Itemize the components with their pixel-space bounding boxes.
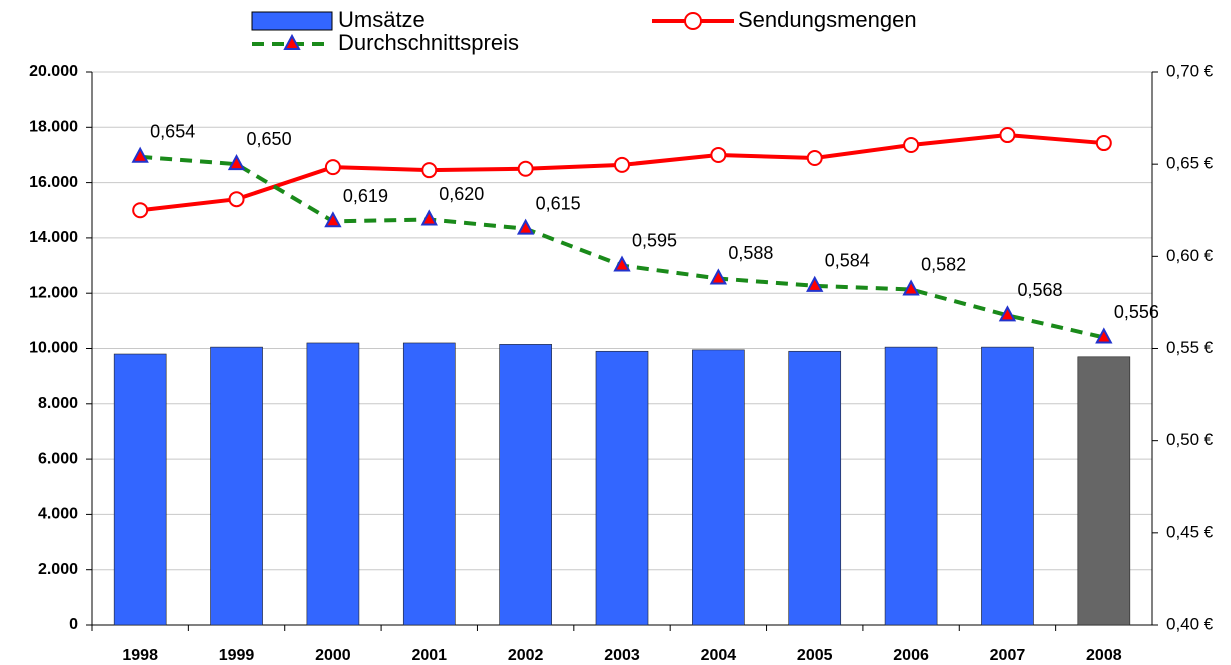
- marker: [421, 162, 438, 179]
- y2-tick-label: 0,40 €: [1166, 614, 1214, 633]
- marker: [902, 279, 920, 296]
- data-label: 0,654: [150, 122, 195, 142]
- marker: [710, 146, 727, 163]
- x-tick-label: 2008: [1086, 647, 1122, 664]
- y2-tick-label: 0,45 €: [1166, 522, 1214, 541]
- x-tick-label: 2005: [797, 647, 833, 664]
- y2-tick-label: 0,65 €: [1166, 154, 1214, 173]
- x-tick-label: 2006: [893, 647, 929, 664]
- x-tick-label: 1998: [122, 647, 158, 664]
- x-tick-label: 2001: [411, 647, 447, 664]
- y-tick-label: 0: [69, 616, 78, 633]
- marker: [516, 218, 535, 235]
- y2-tick-label: 0,50 €: [1166, 430, 1214, 449]
- x-tick-label: 1999: [219, 647, 255, 664]
- y2-tick-label: 0,70 €: [1166, 61, 1214, 80]
- y-tick-label: 10.000: [29, 340, 78, 357]
- bar: [210, 346, 263, 626]
- y-tick-label: 16.000: [29, 174, 78, 191]
- bar: [692, 349, 745, 626]
- y2-tick-label: 0,55 €: [1166, 338, 1214, 357]
- bar: [595, 350, 649, 626]
- bar: [981, 346, 1034, 626]
- marker: [228, 191, 245, 208]
- bar: [1077, 356, 1131, 626]
- legend-swatch: [251, 11, 333, 31]
- y-tick-label: 8.000: [38, 395, 78, 412]
- data-label: 0,584: [825, 251, 870, 271]
- x-tick-label: 2002: [508, 647, 544, 664]
- data-label: 0,619: [343, 186, 388, 206]
- marker: [420, 209, 438, 226]
- data-label: 0,595: [632, 230, 677, 250]
- marker: [131, 146, 149, 163]
- bar: [306, 342, 360, 626]
- bar: [884, 346, 938, 626]
- data-label: 0,568: [1017, 280, 1062, 300]
- x-tick-label: 2007: [990, 647, 1026, 664]
- legend-label: Durchschnittspreis: [338, 30, 519, 55]
- marker: [1095, 135, 1112, 152]
- bar: [788, 350, 842, 626]
- marker: [613, 255, 631, 272]
- marker: [324, 159, 341, 176]
- data-label: 0,615: [536, 193, 581, 213]
- marker: [1095, 327, 1113, 344]
- x-tick-label: 2000: [315, 647, 351, 664]
- bar: [499, 344, 552, 626]
- legend-label: Umsätze: [338, 7, 425, 32]
- y-tick-label: 2.000: [38, 561, 78, 578]
- x-tick-label: 2003: [604, 647, 640, 664]
- y2-tick-label: 0,60 €: [1166, 246, 1214, 265]
- legend-label: Sendungsmengen: [738, 7, 917, 32]
- data-label: 0,588: [728, 243, 773, 263]
- data-label: 0,620: [439, 184, 484, 204]
- bar: [113, 353, 167, 626]
- x-tick-label: 2004: [701, 647, 737, 664]
- marker: [132, 202, 149, 219]
- marker: [999, 127, 1016, 144]
- y-tick-label: 4.000: [38, 506, 78, 523]
- marker: [998, 305, 1017, 322]
- marker: [614, 156, 630, 173]
- y-tick-label: 12.000: [29, 284, 78, 301]
- marker: [517, 160, 534, 177]
- y-tick-label: 14.000: [29, 229, 78, 246]
- legend-marker: [283, 33, 301, 50]
- data-label: 0,556: [1114, 302, 1159, 322]
- data-label: 0,582: [921, 254, 966, 274]
- y-tick-label: 18.000: [29, 119, 78, 136]
- y-tick-label: 6.000: [38, 450, 78, 467]
- legend-marker: [684, 12, 702, 30]
- marker: [903, 136, 920, 153]
- y-tick-label: 20.000: [29, 63, 78, 80]
- bar: [402, 342, 456, 626]
- marker: [806, 149, 823, 166]
- marker: [709, 268, 728, 285]
- data-label: 0,650: [247, 129, 292, 149]
- marker: [806, 275, 824, 292]
- marker: [227, 154, 246, 171]
- marker: [324, 211, 342, 228]
